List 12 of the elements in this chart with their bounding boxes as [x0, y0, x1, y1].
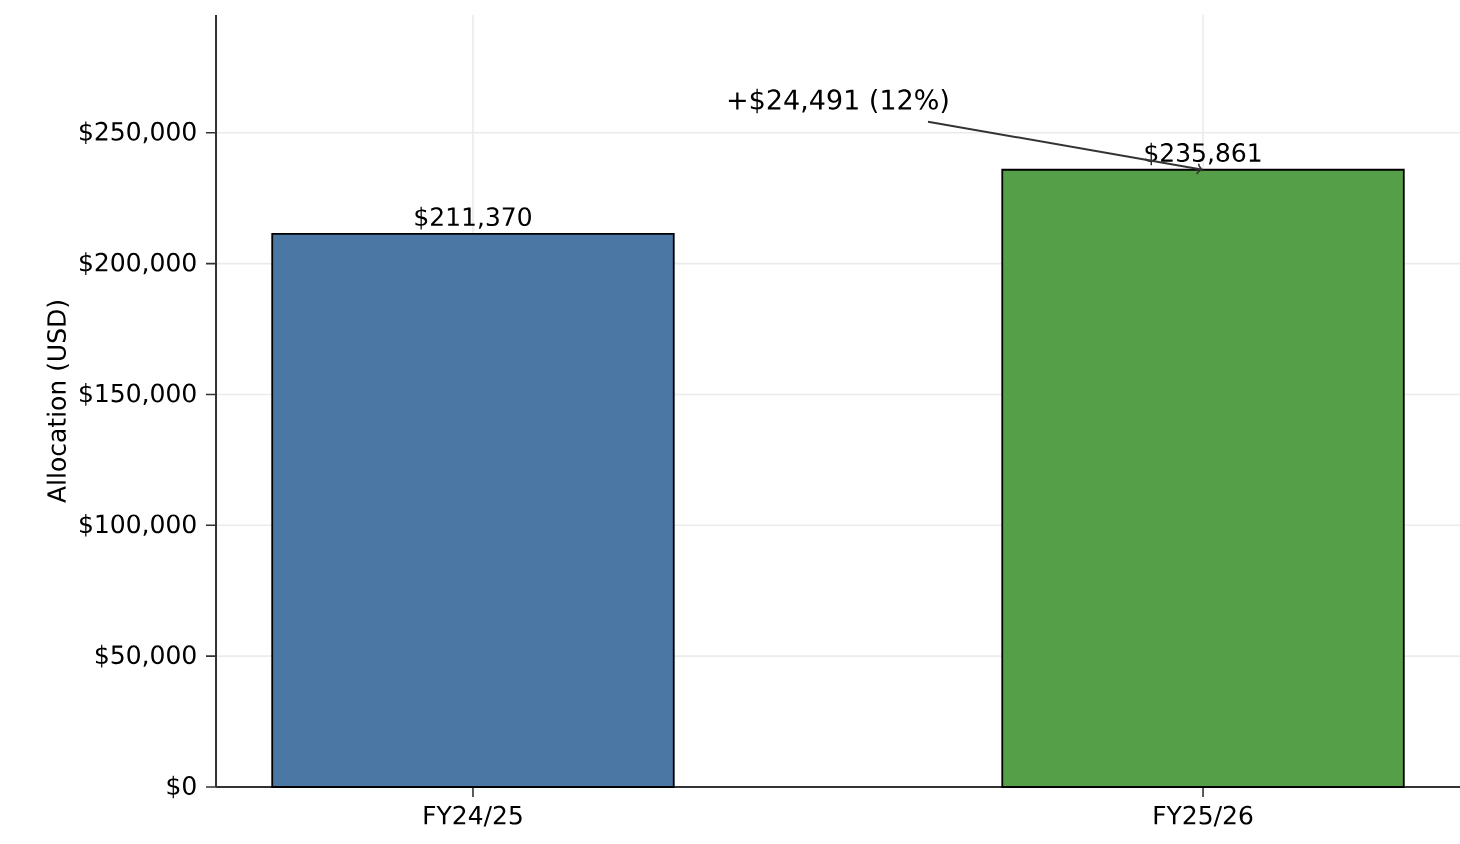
x-tick-label: FY24/25: [424, 805, 522, 827]
y-tick-label: $150,000: [80, 383, 196, 406]
annotation: +$24,491 (12%): [728, 88, 948, 114]
y-tick-label: $100,000: [80, 513, 196, 537]
data-label: $211,370: [415, 206, 531, 230]
y-axis-title: Allocation (USD): [46, 301, 69, 503]
data-label: $235,861: [1145, 142, 1261, 166]
y-tick-label: $0: [167, 775, 196, 799]
x-tick-label: FY25/26: [1154, 805, 1253, 827]
y-tick-label: $250,000: [80, 121, 196, 145]
y-tick-label: $200,000: [80, 252, 196, 275]
y-tick-label: $50,000: [95, 644, 196, 668]
